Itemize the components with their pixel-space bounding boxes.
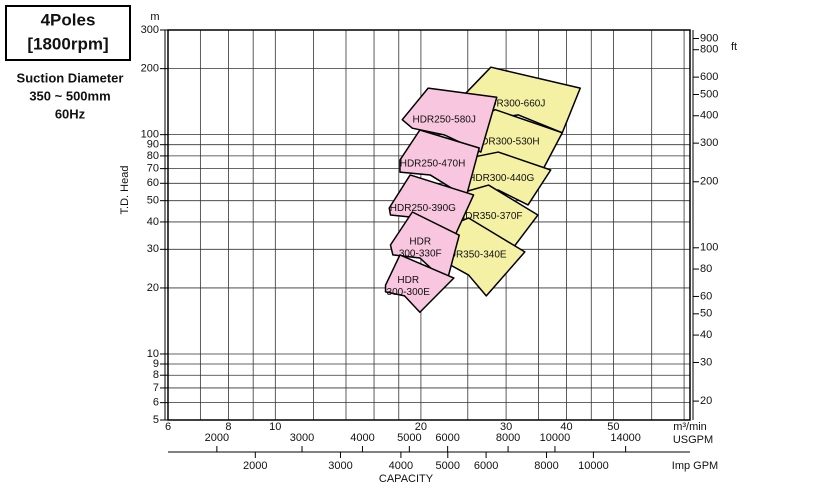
x3-tick-label: 8000 — [534, 460, 558, 472]
x-axis-title: CAPACITY — [379, 473, 434, 485]
subtitle-line: 350 ~ 500mm — [29, 88, 110, 103]
region-label: HDR250-580J — [412, 115, 475, 126]
x2-axis-title: USGPM — [673, 434, 713, 446]
y2-tick-label: 30 — [700, 356, 712, 368]
y2-tick-label: 600 — [700, 71, 718, 83]
x2-tick-label: 3000 — [290, 432, 314, 444]
y2-tick-label: 900 — [700, 32, 718, 44]
y2-tick-label: 60 — [700, 290, 712, 302]
x2-tick-label: 2000 — [205, 432, 229, 444]
y-tick-label: 5 — [153, 414, 159, 426]
title-line: 4Poles — [41, 10, 96, 29]
region-label: HDR300-530H — [474, 136, 540, 147]
x2-tick-label: 5000 — [397, 432, 421, 444]
region-label: HDR — [397, 275, 419, 286]
x2-tick-label: 4000 — [350, 432, 374, 444]
region-label: HDR — [409, 237, 431, 248]
x-tick-label: 20 — [415, 421, 427, 433]
y-tick-label: 20 — [147, 282, 159, 294]
y-unit: m — [150, 11, 159, 23]
x3-tick-label: 2000 — [243, 460, 267, 472]
y-tick-label: 10 — [147, 348, 159, 360]
x2-tick-label: 6000 — [435, 432, 459, 444]
y2-tick-label: 20 — [700, 395, 712, 407]
x-tick-label: 10 — [269, 421, 281, 433]
y-tick-label: 8 — [153, 369, 159, 381]
y-tick-label: 9 — [153, 358, 159, 370]
y-tick-label: 30 — [147, 243, 159, 255]
y-axis-title: T.D. Head — [119, 166, 131, 215]
title-box — [5, 5, 131, 61]
x-tick-label: 6 — [165, 421, 171, 433]
y-tick-label: 40 — [147, 216, 159, 228]
region-label: HDR300-660J — [482, 98, 545, 109]
y-tick-label: 200 — [141, 63, 159, 75]
y2-tick-label: 400 — [700, 110, 718, 122]
y2-tick-label: 100 — [700, 242, 718, 254]
x-tick-label: 8 — [225, 421, 231, 433]
plot-frame — [167, 29, 691, 421]
y2-tick-label: 40 — [700, 329, 712, 341]
y2-tick-label: 200 — [700, 176, 718, 188]
pump-region — [401, 87, 498, 153]
y-tick-label: 300 — [141, 24, 159, 36]
subtitle-line: Suction Diameter — [17, 70, 124, 85]
x3-tick-label: 4000 — [389, 460, 413, 472]
y-tick-label: 50 — [147, 195, 159, 207]
region-label: HDR300-440G — [468, 173, 534, 184]
x3-tick-label: 10000 — [578, 460, 609, 472]
x3-tick-label: 3000 — [328, 460, 352, 472]
y2-tick-label: 80 — [700, 263, 712, 275]
x3-axis-title: Imp GPM — [672, 460, 718, 472]
y-tick-label: 80 — [147, 150, 159, 162]
subtitle-line: 60Hz — [55, 106, 86, 121]
region-label: HDR350-340E — [442, 249, 507, 260]
x-unit: m³/min — [673, 421, 707, 433]
y-tick-label: 100 — [141, 129, 159, 141]
y-tick-label: 6 — [153, 397, 159, 409]
region-label: 300-300E — [387, 287, 431, 298]
y-tick-label: 90 — [147, 139, 159, 151]
x-tick-label: 40 — [560, 421, 572, 433]
y-tick-label: 7 — [153, 382, 159, 394]
x3-tick-label: 6000 — [474, 460, 498, 472]
x2-tick-label: 14000 — [610, 432, 641, 444]
pump-region — [384, 254, 455, 313]
y2-tick-label: 500 — [700, 88, 718, 100]
y2-tick-label: 50 — [700, 308, 712, 320]
x3-tick-label: 5000 — [436, 460, 460, 472]
region-label: HDR250-390G — [390, 203, 456, 214]
title-line: [1800rpm] — [27, 34, 108, 53]
y-tick-label: 70 — [147, 163, 159, 175]
x-tick-label: 50 — [607, 421, 619, 433]
x2-tick-label: 10000 — [540, 432, 571, 444]
y-tick-label: 60 — [147, 177, 159, 189]
region-label: HDR250-470H — [400, 158, 466, 169]
y2-tick-label: 300 — [700, 137, 718, 149]
y2-tick-label: 800 — [700, 44, 718, 56]
region-label: 300-330F — [399, 249, 442, 260]
region-label: HDR350-370F — [458, 211, 522, 222]
y2-unit: ft — [731, 41, 737, 53]
x-tick-label: 30 — [500, 421, 512, 433]
x2-tick-label: 8000 — [496, 432, 520, 444]
